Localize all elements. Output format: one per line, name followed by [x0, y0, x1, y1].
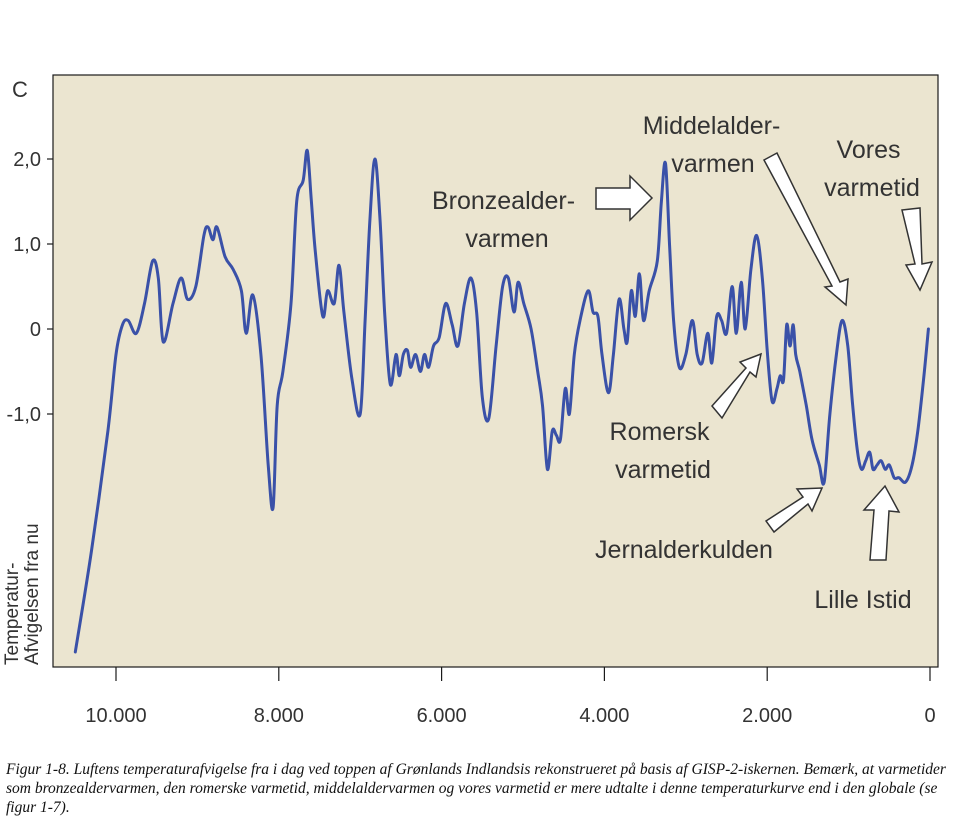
arrow-jernalder [764, 487, 824, 534]
annotation-arrows [595, 151, 934, 561]
y-tick-label: 2,0 [13, 149, 41, 171]
temperature-series-line [73, 148, 930, 654]
temperature-chart: 2,01,00-1,0 10.000 8.000 6.000 4.000 2.000 0 … [2, 74, 939, 727]
y-axis-label: Temperatur- Afvigelsen fra nu [2, 523, 43, 665]
annotation-middelalder: Middelalder- varmen [643, 112, 788, 178]
annotation-jernalder-line-1: Jernalderkulden [595, 536, 773, 564]
annotation-bronzealder-line-2: varmen [465, 225, 548, 253]
x-axis: 10.000 8.000 6.000 4.000 2.000 0 [85, 667, 936, 727]
x-tick-label: 10.000 [85, 705, 146, 727]
x-tick-label: 6.000 [417, 705, 467, 727]
arrow-lille-istid [862, 484, 901, 561]
annotation-romersk-line-2: varmetid [615, 456, 711, 484]
y-tick-label: -1,0 [7, 404, 41, 426]
y-axis-label-line-1: Temperatur- [2, 563, 23, 665]
annotation-romersk: Romersk varmetid [610, 418, 717, 484]
annotation-vores: Vores varmetid [824, 136, 920, 202]
figure-caption: Figur 1-8. Luftens temperaturafvigelse f… [6, 761, 946, 816]
annotation-lille-istid: Lille Istid [814, 586, 911, 614]
annotation-romersk-line-1: Romersk [610, 418, 711, 446]
y-unit-label: C [12, 77, 28, 102]
annotation-jernalder: Jernalderkulden [595, 536, 773, 564]
annotation-middelalder-line-2: varmen [671, 150, 754, 178]
y-axis: 2,0 1,0 0 -1,0 [7, 149, 53, 426]
y-axis-label-line-2: Afvigelsen fra nu [22, 523, 43, 665]
annotation-bronzealder: Bronzealder- varmen [432, 187, 582, 253]
x-tick-label: 4.000 [579, 705, 629, 727]
plot-area [52, 74, 939, 668]
y-tick-label: 0 [30, 319, 41, 341]
y-tick-label: 1,0 [13, 234, 41, 256]
annotation-bronzealder-line-1: Bronzealder- [432, 187, 575, 215]
x-tick-label: 2.000 [742, 705, 792, 727]
arrow-bronzealder [595, 174, 654, 222]
annotation-middelalder-line-1: Middelalder- [643, 112, 781, 140]
x-tick-label: 8.000 [254, 705, 304, 727]
annotation-vores-line-1: Vores [837, 136, 901, 164]
annotation-vores-line-2: varmetid [824, 174, 920, 202]
x-tick-label: 0 [924, 705, 935, 727]
arrow-vores [901, 207, 934, 292]
arrow-middelalder [762, 151, 849, 307]
arrow-romersk [711, 352, 763, 420]
annotation-lille-istid-line-1: Lille Istid [814, 586, 911, 614]
